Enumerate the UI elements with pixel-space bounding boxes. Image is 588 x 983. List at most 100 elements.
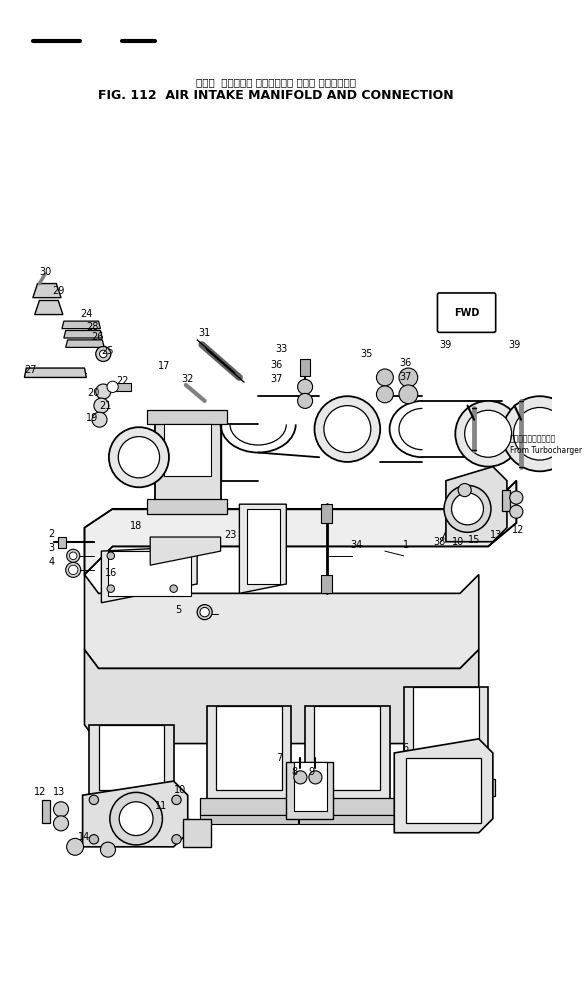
Text: 20: 20 <box>88 388 100 398</box>
Text: 18: 18 <box>130 521 142 531</box>
Polygon shape <box>404 687 488 781</box>
Polygon shape <box>150 537 220 565</box>
FancyBboxPatch shape <box>437 293 496 332</box>
Circle shape <box>376 369 393 386</box>
Circle shape <box>109 428 169 488</box>
Circle shape <box>92 412 107 428</box>
Circle shape <box>99 350 107 358</box>
Circle shape <box>458 484 471 496</box>
Polygon shape <box>85 481 516 575</box>
Bar <box>164 425 211 476</box>
Circle shape <box>110 792 162 845</box>
Circle shape <box>298 379 313 394</box>
Text: 22: 22 <box>116 376 128 386</box>
Circle shape <box>107 552 115 559</box>
Circle shape <box>502 396 577 471</box>
Text: 35: 35 <box>360 349 372 359</box>
Bar <box>502 491 510 511</box>
Bar <box>300 359 310 376</box>
Circle shape <box>118 436 159 478</box>
Text: 39: 39 <box>440 339 452 350</box>
Circle shape <box>54 802 69 817</box>
Text: 15: 15 <box>468 535 480 545</box>
Text: 21: 21 <box>99 401 111 411</box>
Text: 9: 9 <box>309 767 315 777</box>
Circle shape <box>444 486 491 533</box>
Text: 7: 7 <box>276 753 283 763</box>
Polygon shape <box>25 368 86 377</box>
Circle shape <box>101 842 115 857</box>
Bar <box>321 504 332 523</box>
Circle shape <box>452 492 483 525</box>
Text: 26: 26 <box>92 332 104 342</box>
Polygon shape <box>62 321 101 328</box>
Text: 16: 16 <box>105 568 117 578</box>
Circle shape <box>170 585 178 593</box>
Circle shape <box>66 549 80 562</box>
Circle shape <box>455 401 521 467</box>
Circle shape <box>94 398 109 413</box>
Polygon shape <box>85 650 479 743</box>
Text: 13: 13 <box>53 787 65 797</box>
Bar <box>82 798 181 815</box>
Circle shape <box>96 346 111 362</box>
Bar <box>294 763 327 811</box>
Bar <box>299 798 396 815</box>
Polygon shape <box>64 330 102 338</box>
Bar <box>397 780 495 796</box>
Bar <box>216 706 282 790</box>
Bar <box>108 551 191 596</box>
Text: 37: 37 <box>270 375 283 384</box>
Polygon shape <box>33 283 61 298</box>
Bar <box>115 383 132 390</box>
Circle shape <box>69 552 77 559</box>
Text: FWD: FWD <box>454 308 479 318</box>
Polygon shape <box>82 781 188 846</box>
Circle shape <box>69 565 78 575</box>
Text: エアー  インテーク マニホールド および コネクション: エアー インテーク マニホールド および コネクション <box>196 77 356 87</box>
Circle shape <box>119 802 153 836</box>
Polygon shape <box>89 724 173 800</box>
Text: 29: 29 <box>52 286 65 296</box>
Text: 23: 23 <box>224 530 236 540</box>
Text: 32: 32 <box>182 375 194 384</box>
Text: 27: 27 <box>24 365 36 375</box>
Text: 12: 12 <box>512 525 524 535</box>
Text: 11: 11 <box>155 801 168 811</box>
Text: 25: 25 <box>101 346 113 356</box>
Polygon shape <box>155 420 220 504</box>
Circle shape <box>66 838 83 855</box>
Circle shape <box>197 605 212 619</box>
Circle shape <box>510 505 523 518</box>
Circle shape <box>172 835 181 844</box>
Polygon shape <box>183 819 211 846</box>
Bar <box>413 687 479 770</box>
Text: 38: 38 <box>433 537 446 547</box>
Polygon shape <box>286 763 333 819</box>
Bar <box>82 815 181 825</box>
Circle shape <box>107 585 115 593</box>
Circle shape <box>376 386 393 403</box>
Polygon shape <box>206 706 291 800</box>
Polygon shape <box>305 706 390 800</box>
Text: 34: 34 <box>350 540 363 549</box>
Polygon shape <box>85 575 479 668</box>
Text: 33: 33 <box>276 344 288 354</box>
Text: 39: 39 <box>508 339 520 350</box>
Text: 28: 28 <box>86 321 98 331</box>
Polygon shape <box>239 504 286 594</box>
Bar <box>148 410 227 425</box>
Circle shape <box>465 410 512 457</box>
Bar <box>200 815 298 825</box>
Polygon shape <box>66 340 104 347</box>
Circle shape <box>510 492 523 504</box>
Circle shape <box>298 393 313 408</box>
Bar <box>247 509 280 584</box>
Text: 19: 19 <box>86 413 98 423</box>
Text: From Turbocharger: From Turbocharger <box>510 446 582 455</box>
Text: 2: 2 <box>48 529 55 540</box>
Text: 24: 24 <box>80 309 92 318</box>
Text: 6: 6 <box>402 743 409 753</box>
Text: 4: 4 <box>49 557 55 567</box>
Text: FIG. 112  AIR INTAKE MANIFOLD AND CONNECTION: FIG. 112 AIR INTAKE MANIFOLD AND CONNECT… <box>98 89 454 102</box>
